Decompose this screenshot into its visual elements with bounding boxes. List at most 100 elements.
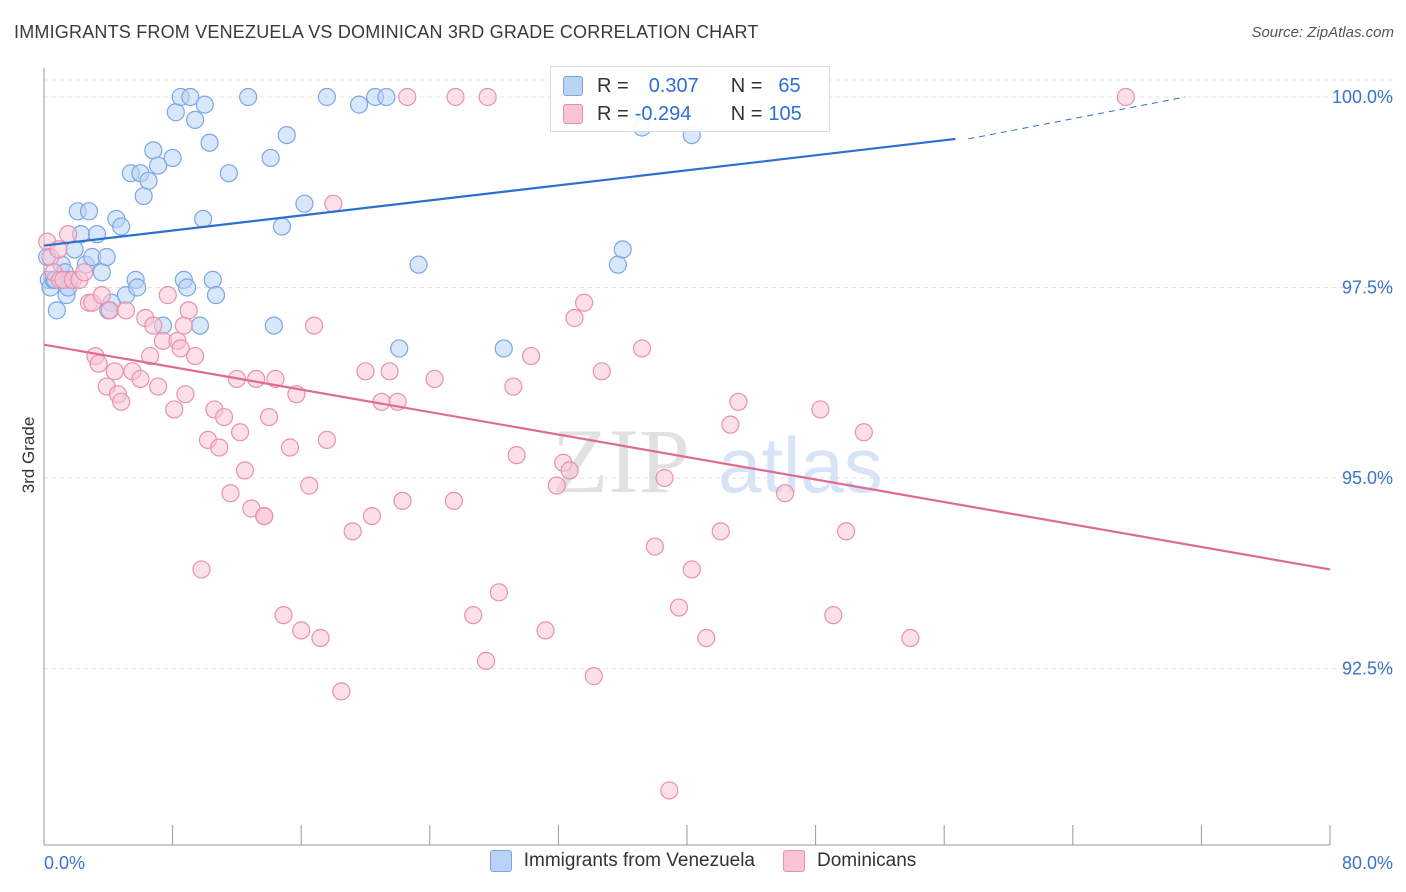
data-point	[547, 476, 566, 495]
data-point	[592, 362, 611, 381]
data-point	[186, 346, 205, 366]
data-point	[149, 156, 168, 175]
data-point	[560, 461, 579, 480]
data-point	[444, 491, 464, 510]
data-point	[47, 301, 66, 320]
trend-line-dominicans	[43, 343, 1331, 571]
series-name-dominicans: Dominicans	[817, 850, 917, 871]
legend-n-label: N =	[730, 102, 763, 125]
y-tick-label: 97.5%	[1342, 278, 1393, 298]
data-point	[206, 286, 226, 305]
data-point	[390, 339, 409, 358]
data-point	[128, 278, 147, 297]
data-point	[1116, 87, 1135, 107]
data-point	[837, 522, 856, 541]
data-point	[272, 217, 292, 236]
y-axis-label: 3rd Grade	[19, 417, 38, 494]
series-legend-dominicans[interactable]: Dominicans	[783, 850, 916, 872]
data-point	[264, 316, 283, 335]
data-point	[682, 560, 701, 579]
data-point	[380, 362, 399, 381]
data-points	[38, 87, 1135, 800]
data-point	[584, 667, 603, 686]
data-point	[811, 400, 830, 419]
data-point	[478, 87, 497, 107]
y-tick-label: 100.0%	[1332, 87, 1393, 107]
legend: R = 0.307 N = 65 R = -0.294 N = 105	[550, 66, 830, 132]
data-point	[266, 369, 285, 389]
data-point	[697, 628, 716, 648]
data-point	[362, 506, 382, 526]
data-point	[214, 407, 234, 427]
data-point	[200, 133, 219, 152]
data-point	[163, 148, 182, 168]
data-point	[219, 164, 238, 183]
data-point	[139, 171, 158, 190]
data-point	[280, 438, 300, 457]
legend-swatch-blue	[563, 76, 583, 96]
grid-lines: 92.5% 95.0% 97.5% 100.0%	[44, 79, 1395, 679]
data-point	[398, 87, 417, 107]
data-point	[632, 339, 652, 358]
data-point	[131, 369, 150, 389]
data-point	[274, 606, 293, 625]
legend-n-value: 65	[778, 74, 801, 97]
data-point	[144, 141, 163, 160]
data-point	[165, 400, 184, 419]
data-point	[221, 484, 240, 503]
legend-row-dominicans: R = -0.294 N = 105	[563, 101, 802, 127]
legend-r-value: 0.307	[648, 74, 699, 97]
data-point	[343, 522, 362, 541]
data-point	[311, 628, 330, 648]
data-point	[195, 95, 214, 114]
watermark-atlas: atlas	[718, 421, 883, 509]
data-point	[75, 263, 94, 282]
trend-line-venezuela	[43, 137, 956, 247]
data-point	[190, 316, 210, 335]
data-point	[464, 606, 483, 625]
data-point	[112, 217, 131, 236]
legend-n-value: 105	[768, 102, 802, 125]
data-point	[476, 651, 496, 670]
watermark: ZIP atlas	[552, 410, 883, 512]
data-point	[166, 103, 185, 122]
data-point	[489, 583, 509, 602]
data-point	[92, 263, 111, 282]
data-point	[504, 377, 523, 396]
data-point	[393, 491, 412, 510]
data-point	[317, 87, 337, 107]
watermark-zip: ZIP	[552, 410, 690, 512]
y-tick-label: 92.5%	[1342, 659, 1393, 679]
data-point	[235, 461, 255, 480]
data-point	[112, 392, 131, 411]
x-tick-label-min: 0.0%	[44, 853, 85, 873]
data-point	[140, 346, 160, 366]
data-point	[446, 87, 465, 107]
series-swatch-blue	[489, 850, 512, 872]
data-point	[660, 781, 679, 800]
legend-r-value: -0.294	[634, 102, 692, 125]
data-point	[613, 240, 632, 259]
data-point	[231, 423, 250, 442]
data-point	[901, 628, 920, 648]
data-point	[171, 339, 190, 358]
series-legend: Immigrants from Venezuela Dominicans	[0, 850, 1406, 872]
data-point	[824, 606, 843, 625]
data-point	[377, 87, 396, 107]
series-legend-venezuela[interactable]: Immigrants from Venezuela	[489, 850, 755, 872]
data-point	[356, 362, 375, 381]
y-tick-label: 95.0%	[1342, 468, 1393, 488]
data-point	[181, 87, 200, 107]
data-point	[203, 270, 222, 289]
data-point	[775, 484, 795, 503]
data-point	[174, 316, 193, 335]
data-point	[494, 339, 513, 358]
data-point	[100, 301, 120, 320]
data-point	[192, 560, 211, 579]
data-point	[247, 369, 266, 389]
data-point	[565, 308, 584, 328]
data-point	[149, 377, 168, 396]
data-point	[158, 286, 177, 305]
data-point	[59, 225, 78, 244]
data-point	[97, 247, 116, 267]
